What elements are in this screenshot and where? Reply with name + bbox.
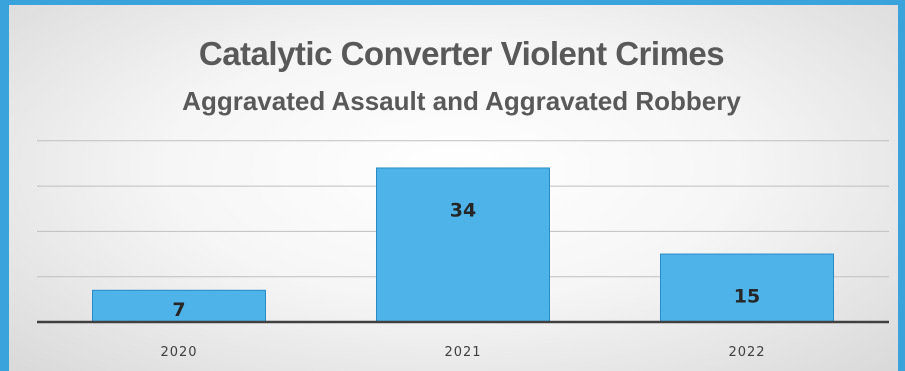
bar-2020 xyxy=(92,289,266,323)
data-label-2021: 34 xyxy=(450,199,476,221)
chart-title: Catalytic Converter Violent Crimes xyxy=(198,35,725,72)
bar-2022 xyxy=(660,253,834,323)
data-label-2020: 7 xyxy=(172,299,185,321)
x-tick-label-2021: 2021 xyxy=(444,345,481,360)
bar-2021 xyxy=(376,167,550,323)
x-tick-label-2022: 2022 xyxy=(728,345,765,360)
x-tick-label-2020: 2020 xyxy=(160,345,197,360)
data-label-2022: 15 xyxy=(734,286,760,308)
chart-subtitle: Aggravated Assault and Aggravated Robber… xyxy=(182,86,741,116)
